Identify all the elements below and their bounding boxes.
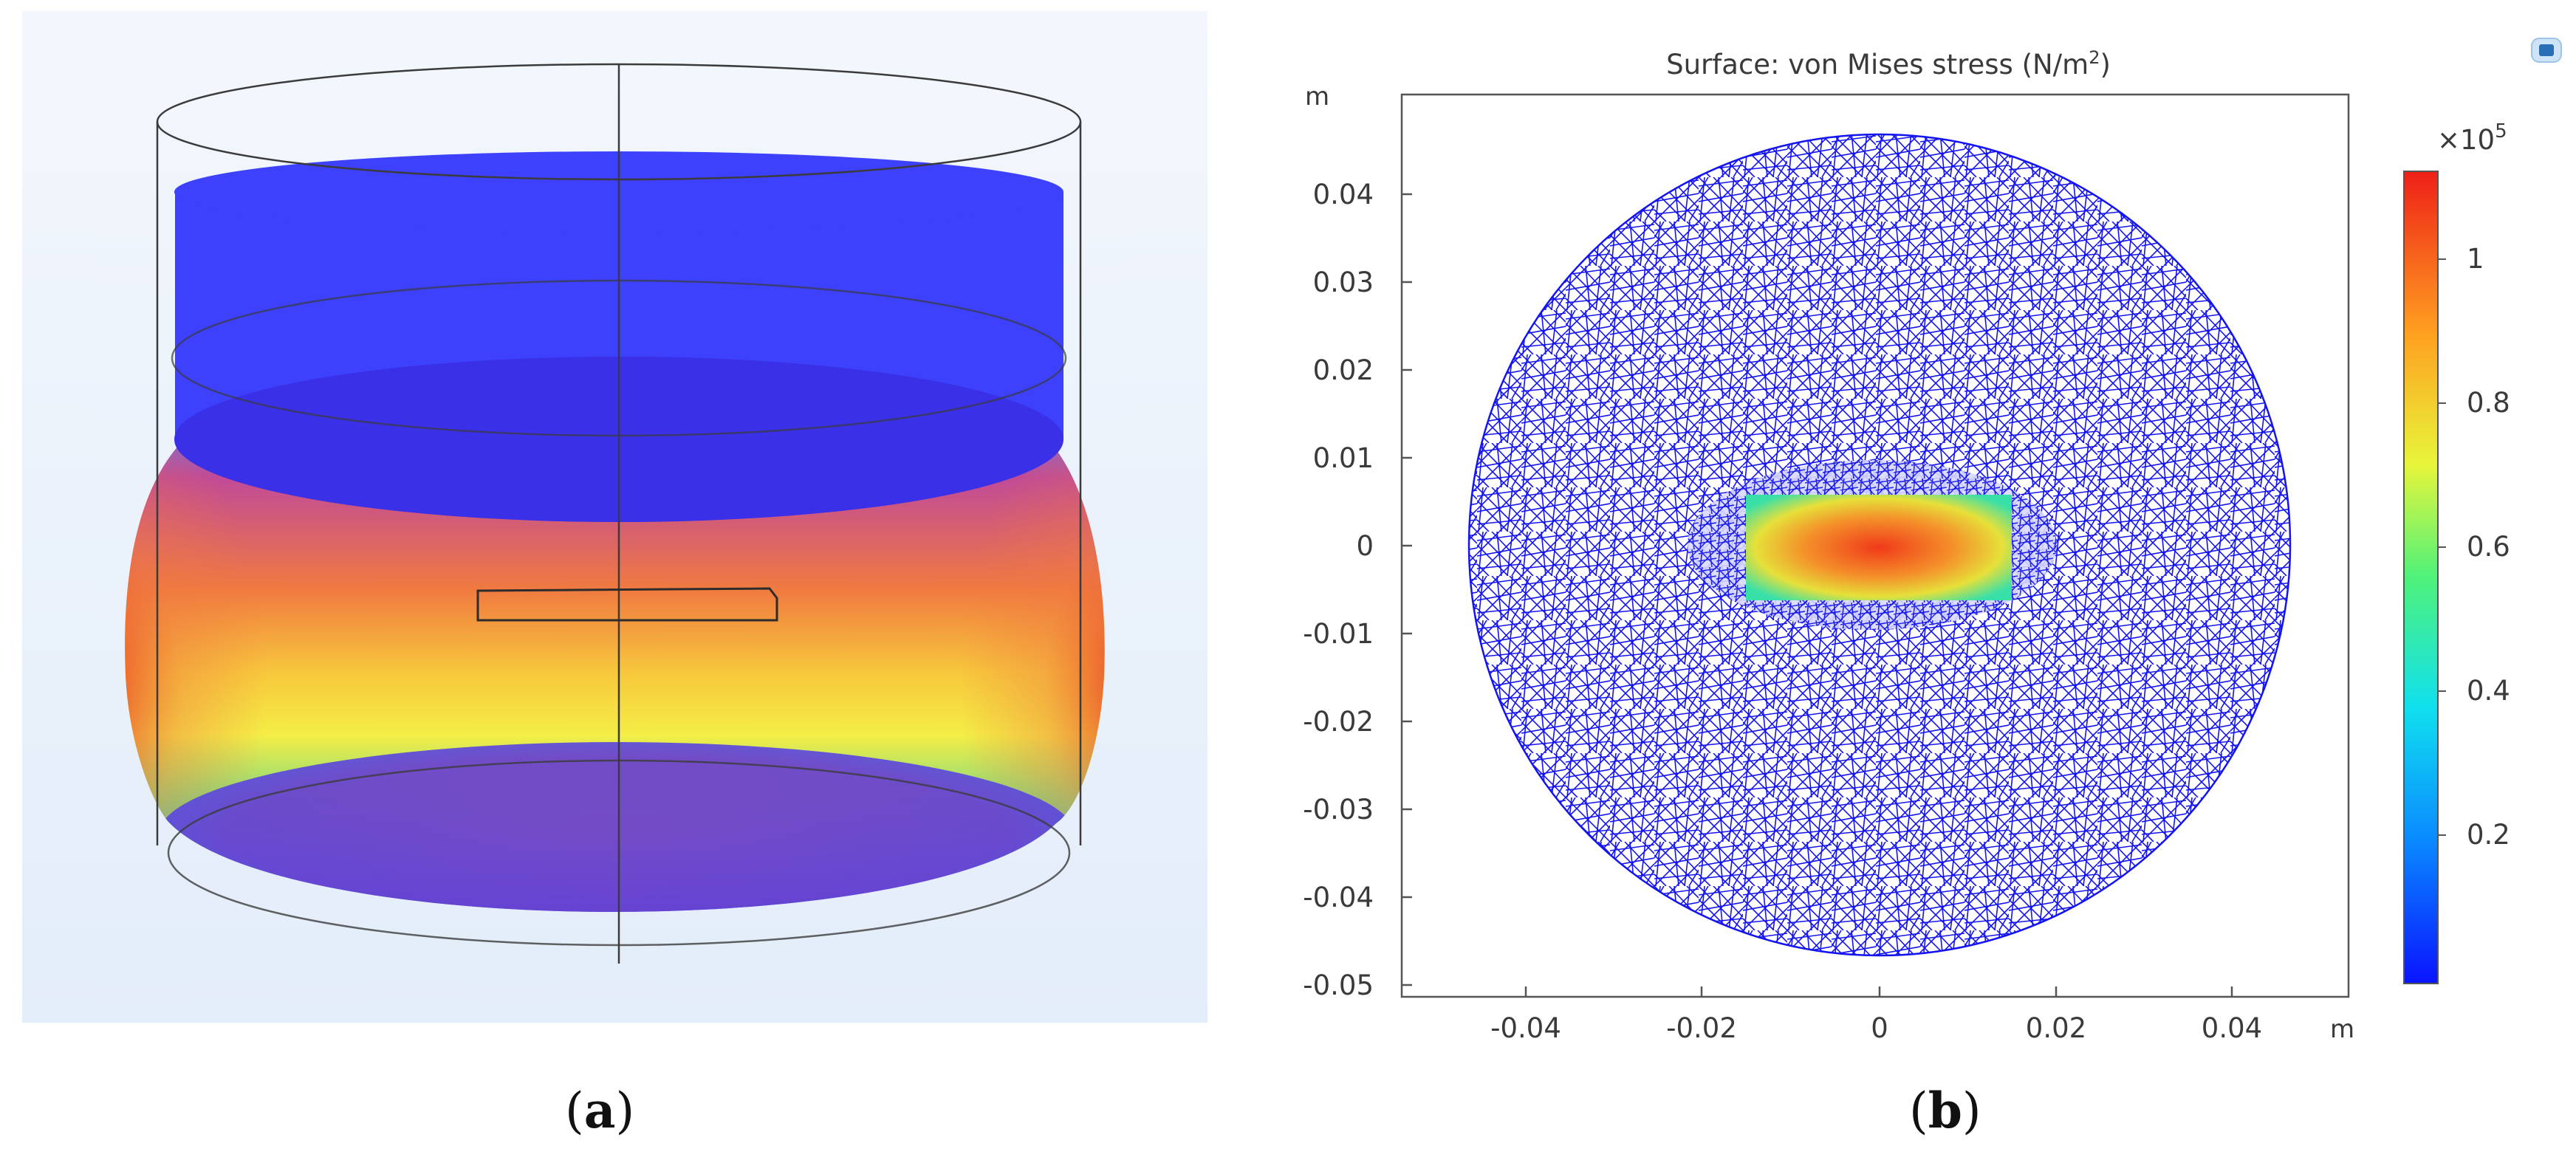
plot-window-icon[interactable] — [2531, 38, 2562, 63]
y-tick-label: -0.02 — [1303, 706, 1374, 738]
x-axis-unit: m — [2330, 1015, 2354, 1044]
x-tick-label: -0.02 — [1666, 1012, 1737, 1044]
y-tick-label: -0.04 — [1303, 882, 1374, 913]
x-tick-label: 0.04 — [2202, 1012, 2262, 1044]
colorbar-tick-label: 1 — [2467, 243, 2484, 275]
x-tick-label: 0 — [1871, 1012, 1888, 1044]
stress-rectangle — [1746, 495, 2012, 600]
panel-b-stress-plot: Surface: von Mises stress (N/m2) m m 0.0… — [1256, 0, 2576, 1063]
y-axis-ticks: 0.04 0.03 0.02 0.01 0 -0.01 -0.02 -0.03 … — [1303, 179, 1412, 1001]
stress-plot: Surface: von Mises stress (N/m2) m m 0.0… — [1303, 38, 2562, 1044]
y-tick-label: -0.05 — [1303, 969, 1374, 1001]
colorbar: ×105 1 0.8 0.6 0.4 0.2 — [2403, 120, 2510, 984]
inner-sample-outline — [476, 587, 778, 622]
y-tick-label: 0 — [1356, 530, 1374, 562]
colorbar-multiplier: ×105 — [2437, 120, 2507, 156]
wireframe — [156, 63, 1082, 964]
y-axis-unit: m — [1305, 82, 1329, 111]
model-3d-view — [22, 11, 1208, 1023]
x-axis-ticks: -0.04 -0.02 0 0.02 0.04 — [1490, 986, 2262, 1044]
panel-a-3d-model — [22, 11, 1208, 1023]
y-tick-label: 0.02 — [1313, 354, 1374, 386]
caption-a: (a) — [565, 1082, 635, 1139]
colorbar-tick-label: 0.4 — [2467, 675, 2510, 707]
colorbar-gradient — [2403, 171, 2439, 984]
x-tick-label: -0.04 — [1490, 1012, 1561, 1044]
plot-title: Surface: von Mises stress (N/m2) — [1666, 47, 2111, 80]
colorbar-tick-label: 0.6 — [2467, 531, 2510, 563]
colorbar-tick-label: 0.8 — [2467, 387, 2510, 419]
y-tick-label: 0.03 — [1313, 267, 1374, 298]
deformed-band — [125, 432, 1105, 912]
caption-b: (b) — [1909, 1082, 1981, 1139]
y-tick-label: 0.01 — [1313, 442, 1374, 474]
y-tick-label: -0.01 — [1303, 618, 1374, 650]
colorbar-tick-label: 0.2 — [2467, 819, 2510, 851]
y-tick-label: 0.04 — [1313, 179, 1374, 210]
x-tick-label: 0.02 — [2026, 1012, 2086, 1044]
y-tick-label: -0.03 — [1303, 794, 1374, 826]
